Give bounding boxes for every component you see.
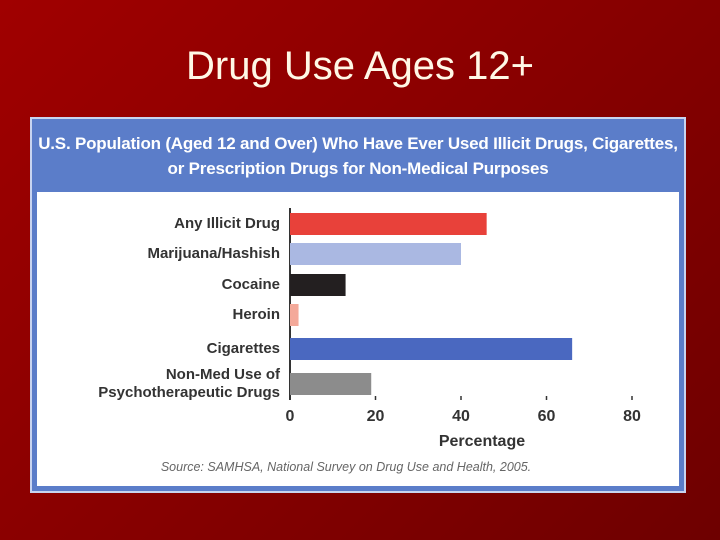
category-label: Any Illicit Drug xyxy=(174,215,280,232)
bar xyxy=(290,274,346,296)
x-axis-label: Percentage xyxy=(439,433,525,450)
bar xyxy=(290,304,299,326)
x-tick-label: 20 xyxy=(367,408,385,425)
bar xyxy=(290,338,573,360)
x-tick-label: 40 xyxy=(452,408,470,425)
category-label: Heroin xyxy=(232,306,280,323)
bar xyxy=(290,373,372,395)
bar xyxy=(290,213,487,235)
x-tick-label: 0 xyxy=(286,408,295,425)
category-label: Cigarettes xyxy=(206,340,280,357)
slide-title: Drug Use Ages 12+ xyxy=(186,44,534,88)
bar xyxy=(290,243,461,265)
x-tick-label: 60 xyxy=(538,408,556,425)
x-tick-label: 80 xyxy=(623,408,641,425)
source-note: Source: SAMHSA, National Survey on Drug … xyxy=(161,460,531,474)
category-label: Non-Med Use of Psychotherapeutic Drugs xyxy=(98,366,280,401)
chart-title: U.S. Population (Aged 12 and Over) Who H… xyxy=(38,134,678,178)
category-label: Marijuana/Hashish xyxy=(147,245,280,262)
category-label: Cocaine xyxy=(221,276,280,293)
